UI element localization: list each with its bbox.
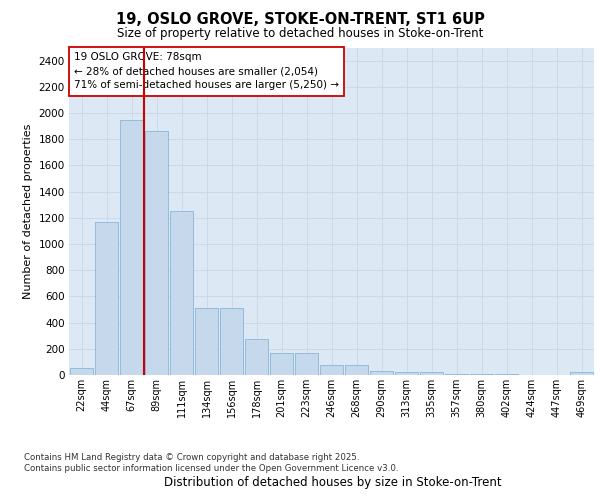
Bar bbox=[95, 222, 118, 375]
Text: Contains HM Land Registry data © Crown copyright and database right 2025.: Contains HM Land Registry data © Crown c… bbox=[24, 452, 359, 462]
Text: 19, OSLO GROVE, STOKE-ON-TRENT, ST1 6UP: 19, OSLO GROVE, STOKE-ON-TRENT, ST1 6UP bbox=[116, 12, 484, 28]
Bar bbox=[495, 374, 518, 375]
Bar bbox=[145, 132, 168, 375]
Y-axis label: Number of detached properties: Number of detached properties bbox=[23, 124, 33, 299]
Bar bbox=[570, 372, 593, 375]
Bar bbox=[345, 365, 368, 375]
Bar bbox=[70, 368, 93, 375]
Bar bbox=[220, 308, 243, 375]
Bar bbox=[320, 365, 343, 375]
Text: Contains public sector information licensed under the Open Government Licence v3: Contains public sector information licen… bbox=[24, 464, 398, 473]
Bar bbox=[170, 211, 193, 375]
Bar bbox=[195, 308, 218, 375]
Bar bbox=[245, 339, 268, 375]
Bar bbox=[470, 374, 493, 375]
Text: Size of property relative to detached houses in Stoke-on-Trent: Size of property relative to detached ho… bbox=[117, 28, 483, 40]
Bar bbox=[420, 372, 443, 375]
Bar bbox=[120, 120, 143, 375]
Bar bbox=[445, 374, 468, 375]
Bar bbox=[270, 354, 293, 375]
Bar bbox=[295, 354, 318, 375]
Text: Distribution of detached houses by size in Stoke-on-Trent: Distribution of detached houses by size … bbox=[164, 476, 502, 489]
Text: 19 OSLO GROVE: 78sqm
← 28% of detached houses are smaller (2,054)
71% of semi-de: 19 OSLO GROVE: 78sqm ← 28% of detached h… bbox=[74, 52, 339, 90]
Bar bbox=[395, 372, 418, 375]
Bar bbox=[370, 371, 393, 375]
